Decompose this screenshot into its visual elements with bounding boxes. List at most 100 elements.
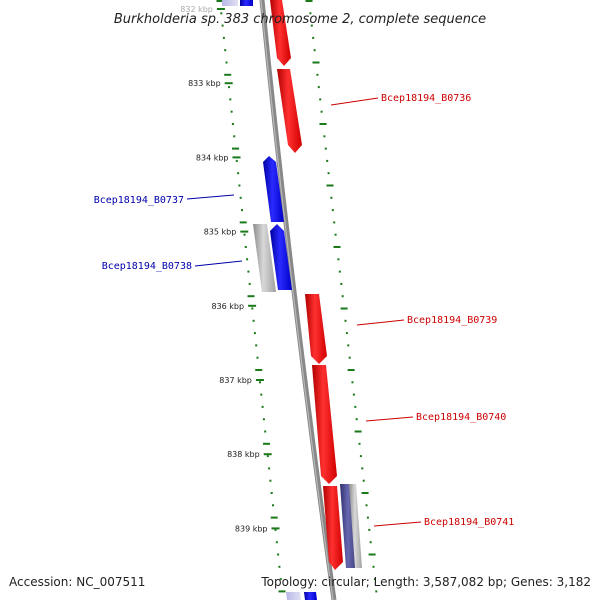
- track-dot: [330, 196, 333, 199]
- track-dot: [368, 528, 371, 531]
- tick-mark: [248, 304, 257, 307]
- track-dot: [334, 233, 337, 236]
- label-Bcep18194_B0741[interactable]: Bcep18194_B0741: [424, 517, 514, 528]
- gene-gray-B0741: [349, 484, 362, 568]
- track-major-dash: [319, 123, 327, 125]
- track-dot: [277, 553, 280, 556]
- cds-Bcep18194_B0736: [277, 69, 302, 153]
- track-dot: [279, 578, 282, 581]
- label-Bcep18194_B0740[interactable]: Bcep18194_B0740: [416, 412, 506, 423]
- cds-Bcep18194_B0737: [263, 156, 284, 222]
- track-dot: [241, 209, 243, 212]
- tick-mark: [232, 156, 241, 159]
- track-major-dash: [270, 516, 278, 519]
- track-dot: [323, 135, 326, 138]
- track-dot: [316, 73, 319, 76]
- track-dot: [347, 344, 350, 347]
- track-dot: [230, 110, 233, 113]
- track-dot: [355, 418, 358, 421]
- track-dot: [369, 541, 372, 544]
- track-major-dash: [278, 590, 286, 593]
- track-major-dash: [347, 369, 355, 371]
- track-dot: [373, 578, 376, 581]
- track-major-dash: [354, 430, 362, 433]
- track-dot: [246, 258, 249, 261]
- map-title: Burkholderia sp. 383 chromosome 2, compl…: [114, 12, 486, 27]
- forward-cds-top-partial: [270, 0, 291, 66]
- track-dot: [310, 24, 313, 27]
- track-dot: [255, 344, 258, 347]
- track-dot: [272, 504, 274, 507]
- track-dot: [222, 36, 225, 39]
- track-dot: [345, 332, 348, 335]
- tick-label: 833 kbp: [188, 79, 221, 88]
- faded-feature-bottom: [286, 592, 301, 600]
- track-dot: [266, 455, 269, 458]
- track-major-dash: [216, 0, 224, 2]
- track-dot: [359, 455, 362, 458]
- track-dot: [243, 233, 246, 236]
- track-dot: [319, 98, 322, 101]
- track-dot: [341, 295, 344, 298]
- track-dot: [244, 246, 247, 248]
- cds-Bcep18194_B0738: [270, 224, 292, 290]
- cds-Bcep18194_B0741: [323, 486, 343, 570]
- faded-feature-bottom-2: [304, 592, 317, 600]
- tick-label: 839 kbp: [235, 524, 268, 533]
- tick-label: 837 kbp: [219, 376, 252, 385]
- track-dot: [237, 172, 240, 175]
- label-Bcep18194_B0736[interactable]: Bcep18194_B0736: [381, 93, 471, 104]
- outer-dot-track: [305, 0, 378, 593]
- track-dot: [251, 307, 254, 310]
- label-Bcep18194_B0737[interactable]: Bcep18194_B0737: [94, 195, 184, 206]
- accession-text: Accession: NC_007511: [9, 575, 145, 589]
- track-dot: [278, 565, 281, 568]
- connector-B0737: [186, 194, 235, 200]
- track-major-dash: [340, 307, 348, 310]
- track-dot: [229, 98, 232, 101]
- track-major-dash: [224, 73, 232, 76]
- track-dot: [239, 196, 242, 199]
- tick-label: 838 kbp: [227, 450, 260, 459]
- track-dot: [375, 590, 378, 593]
- track-major-dash: [232, 147, 239, 150]
- track-dot: [264, 430, 267, 433]
- track-major-dash: [255, 369, 263, 371]
- connector-B0741: [373, 521, 422, 527]
- track-dot: [361, 467, 364, 470]
- track-dot: [351, 381, 354, 384]
- track-dot: [366, 516, 369, 519]
- track-dot: [260, 393, 263, 396]
- track-major-dash: [247, 295, 255, 298]
- track-dot: [331, 209, 334, 212]
- track-dot: [221, 24, 224, 27]
- track-major-dash: [368, 553, 376, 556]
- tick-mark: [240, 230, 249, 233]
- track-dot: [340, 282, 343, 285]
- cds-Bcep18194_B0740: [312, 365, 337, 484]
- track-major-dash: [312, 61, 320, 64]
- gene-navy-B0741: [340, 484, 356, 568]
- faded-feature-top-2: [240, 0, 253, 6]
- track-dot: [261, 405, 264, 408]
- track-dot: [309, 12, 312, 15]
- track-dot: [224, 49, 227, 52]
- track-dot: [348, 356, 351, 359]
- faded-feature-top: [222, 0, 238, 6]
- track-dot: [270, 492, 273, 494]
- track-dot: [313, 49, 316, 52]
- track-dot: [256, 356, 259, 359]
- backbone-line: [259, 0, 337, 600]
- label-Bcep18194_B0738[interactable]: Bcep18194_B0738: [102, 261, 192, 272]
- track-dot: [247, 270, 250, 273]
- track-dot: [228, 86, 230, 89]
- track-major-dash: [263, 442, 270, 445]
- inner-dot-track: [216, 0, 286, 593]
- track-dot: [326, 159, 329, 162]
- track-dot: [269, 479, 272, 482]
- label-Bcep18194_B0739[interactable]: Bcep18194_B0739: [407, 315, 497, 326]
- tick-mark: [224, 82, 233, 85]
- track-major-dash: [333, 246, 341, 248]
- track-dot: [333, 221, 336, 224]
